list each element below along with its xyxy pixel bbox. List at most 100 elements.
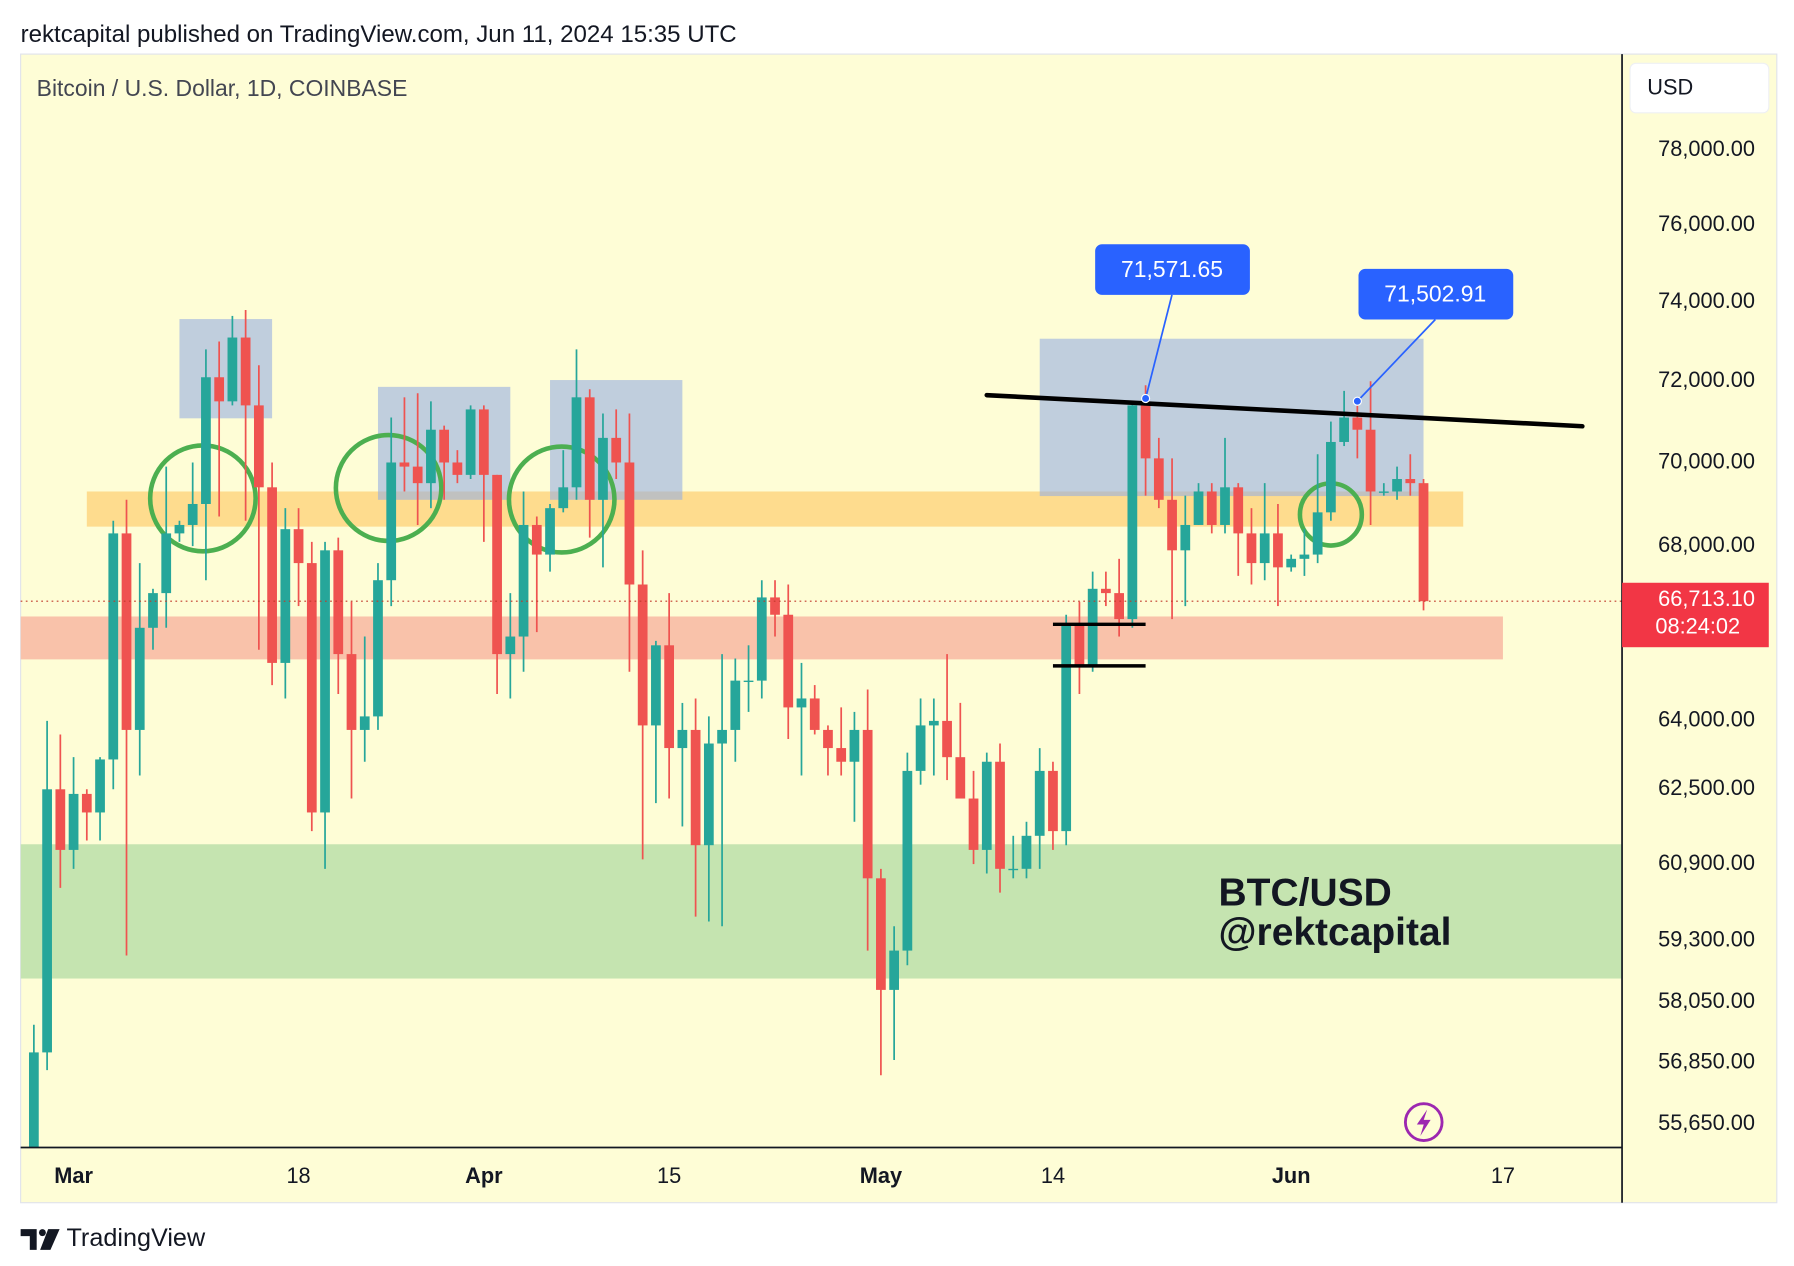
candle-body <box>1339 417 1349 442</box>
candle-body <box>373 580 383 717</box>
zone <box>179 319 273 419</box>
chart-title: Bitcoin / U.S. Dollar, 1D, COINBASE <box>37 75 408 101</box>
candle-body <box>359 716 370 730</box>
y-tick-label: 64,000.00 <box>1658 707 1755 732</box>
candle-body <box>1299 554 1310 559</box>
candle-body <box>1101 588 1111 594</box>
candle-body <box>637 584 648 726</box>
candle-body <box>134 627 145 730</box>
candle-body <box>1220 487 1230 525</box>
x-tick-label: Jun <box>1272 1163 1311 1188</box>
annotation-label: 71,502.91 <box>1384 280 1486 306</box>
candle-body <box>743 680 754 683</box>
candle-body <box>214 377 225 402</box>
overlay: 71,571.65 71,502.91 <box>20 244 1623 668</box>
candle-body <box>386 462 397 581</box>
logo-mark <box>20 1229 60 1250</box>
candle-body <box>227 337 238 402</box>
candle-body <box>346 654 357 730</box>
candle-body <box>981 761 992 850</box>
candle-body <box>955 757 966 799</box>
candle-body <box>465 409 476 475</box>
candle-body <box>28 1052 39 1148</box>
candle-body <box>849 729 860 762</box>
candle-body <box>783 614 794 708</box>
x-tick-label: Apr <box>465 1163 503 1188</box>
x-tick-label: May <box>860 1163 903 1188</box>
candle-body <box>505 636 516 655</box>
y-tick-label: 60,900.00 <box>1658 850 1755 875</box>
candle-body <box>624 462 635 585</box>
candle-body <box>1312 512 1323 555</box>
candle-body <box>333 550 344 655</box>
candle-body <box>1259 533 1270 564</box>
candle-body <box>1352 417 1363 430</box>
candle-body <box>161 533 172 594</box>
candle-body <box>836 748 847 762</box>
icon-bolt[interactable] <box>1416 1109 1431 1136</box>
annotation-leader <box>1356 318 1436 402</box>
candle-body <box>690 729 701 846</box>
y-tick-label: 62,500.00 <box>1658 775 1755 800</box>
candle-body <box>95 759 105 813</box>
candle-body <box>823 729 833 749</box>
y-tick-label: 59,300.00 <box>1658 927 1755 952</box>
countdown: 08:24:02 <box>1655 613 1740 638</box>
candle-body <box>928 720 939 726</box>
candle-body <box>108 533 119 760</box>
candle-body <box>1326 441 1336 513</box>
candle-body <box>995 761 1005 869</box>
candle-body <box>1074 623 1085 668</box>
candle-body <box>306 563 317 813</box>
candle-body <box>968 798 979 850</box>
annotation-leader <box>1144 294 1173 399</box>
y-tick-label: 74,000.00 <box>1658 288 1755 313</box>
candle-body <box>651 645 661 726</box>
candle-body <box>1273 533 1283 568</box>
currency-box[interactable] <box>1629 62 1770 114</box>
candle-body <box>439 429 450 463</box>
candle-body <box>703 743 714 846</box>
snapshot-icon[interactable] <box>1403 1102 1444 1142</box>
candle-body <box>889 950 900 990</box>
candle-body <box>280 529 291 663</box>
candle-body <box>1008 868 1019 871</box>
candle-body <box>545 508 555 555</box>
candle-body <box>293 529 304 564</box>
currency[interactable]: USD <box>1647 74 1693 99</box>
candle-body <box>518 524 529 637</box>
candle-body <box>1378 491 1389 493</box>
x-tick-label: 15 <box>657 1163 681 1188</box>
last-price-box <box>1622 582 1769 648</box>
candle-body <box>1206 491 1217 525</box>
candle-body <box>598 437 608 500</box>
zone <box>20 844 1623 979</box>
zone <box>1039 338 1424 497</box>
y-tick-label: 58,050.00 <box>1658 988 1755 1013</box>
candle-body <box>1061 623 1072 832</box>
y-tick-label: 56,850.00 <box>1658 1048 1755 1073</box>
header: rektcapital published on TradingView.com… <box>21 21 737 48</box>
candle-body <box>42 789 52 1053</box>
candle-body <box>1180 524 1191 551</box>
candle-body <box>1140 405 1151 459</box>
y-tick-label: 70,000.00 <box>1658 448 1755 473</box>
annotation-bubble <box>1095 244 1250 295</box>
candle-body <box>1246 533 1257 564</box>
candle-body <box>1418 483 1429 602</box>
zone <box>86 491 1464 527</box>
candle-body <box>55 789 66 850</box>
candle-body <box>174 524 185 534</box>
circle <box>506 444 617 555</box>
icon-ring[interactable] <box>1403 1102 1444 1142</box>
candle-body <box>452 462 463 475</box>
candle-body <box>201 377 211 504</box>
candle-body <box>862 729 873 879</box>
y-tick-label: 78,000.00 <box>1658 136 1755 161</box>
candle-body <box>1048 770 1058 832</box>
tv-logo: TradingView <box>20 1224 206 1252</box>
annotation-label: 71,571.65 <box>1121 256 1223 282</box>
candle-body <box>1286 558 1297 568</box>
